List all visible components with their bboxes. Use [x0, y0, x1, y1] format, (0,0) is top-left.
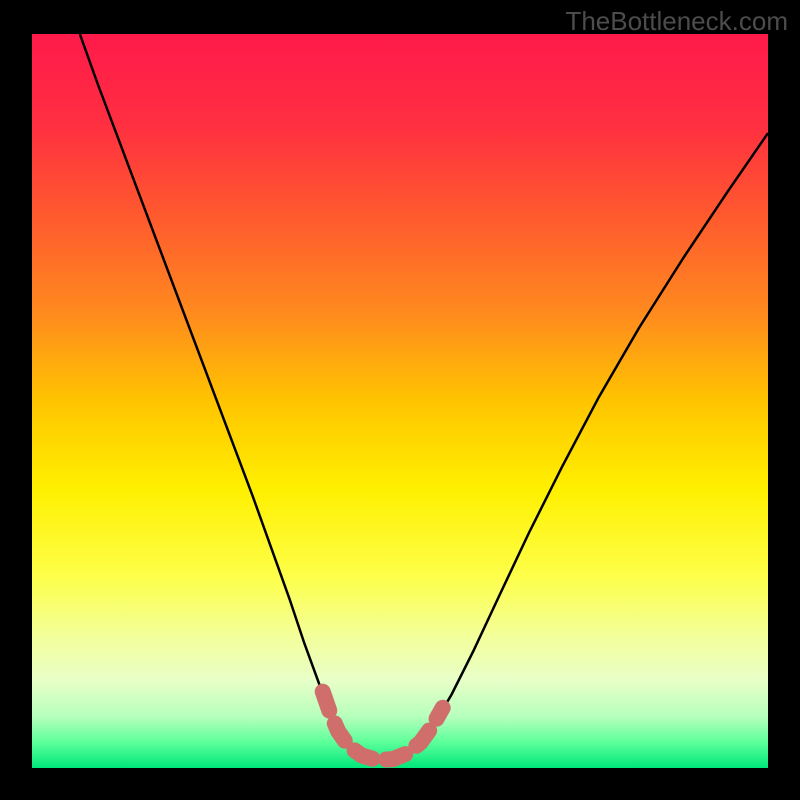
chart-background [32, 34, 768, 768]
chart-svg [32, 34, 768, 768]
chart-plot-area [32, 34, 768, 768]
watermark-text: TheBottleneck.com [565, 6, 788, 37]
